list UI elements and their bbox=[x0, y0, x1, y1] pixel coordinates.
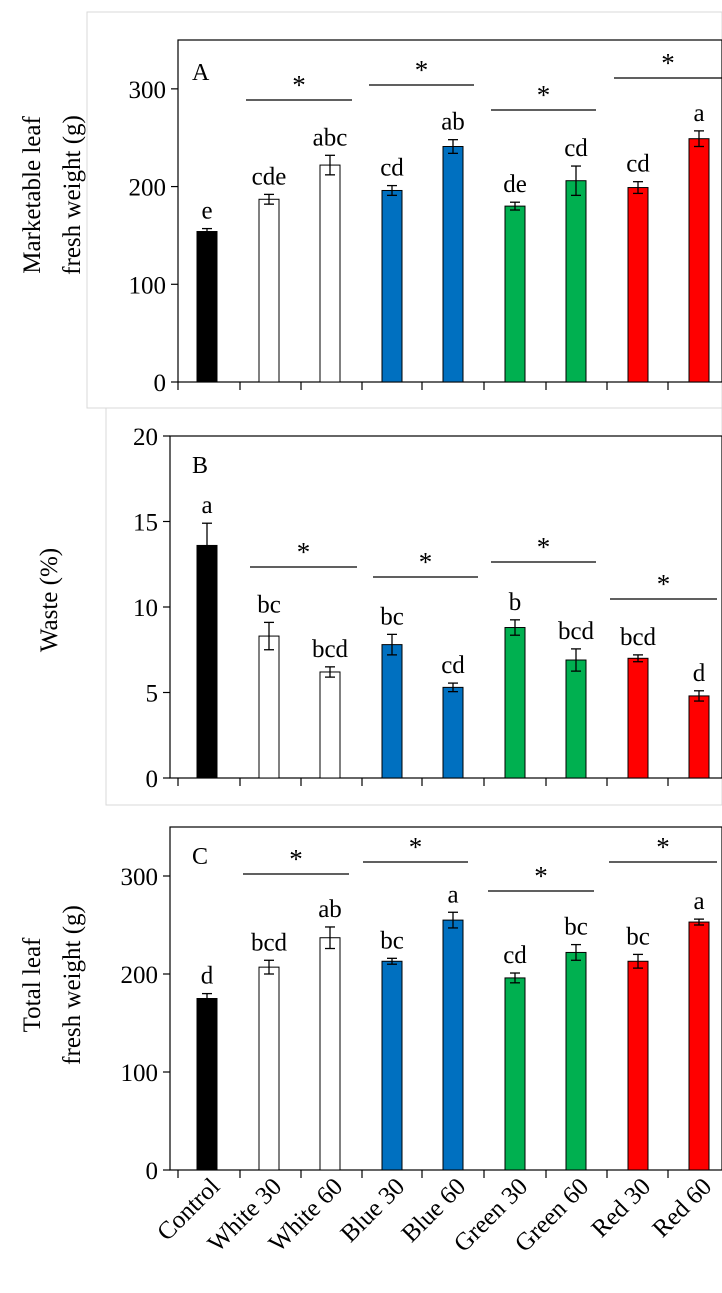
y-axis-label: Waste (%) bbox=[36, 548, 63, 652]
bar-control bbox=[196, 998, 218, 1171]
y-axis-label-line2: fresh weight (g) bbox=[59, 905, 86, 1065]
significance-letter: ab bbox=[441, 109, 465, 136]
y-tick-label: 10 bbox=[133, 595, 158, 622]
significance-star: * bbox=[415, 55, 429, 85]
significance-letter: cd bbox=[564, 135, 588, 162]
bar-white-30 bbox=[258, 966, 280, 1171]
significance-letter: bc bbox=[380, 927, 404, 954]
bar-green-60 bbox=[565, 180, 587, 383]
significance-star: * bbox=[289, 844, 303, 874]
significance-star: * bbox=[292, 70, 306, 100]
bar-blue-60 bbox=[442, 146, 464, 383]
significance-star: * bbox=[661, 48, 675, 78]
bar-red-60 bbox=[688, 921, 710, 1171]
significance-letter: ab bbox=[318, 896, 342, 923]
significance-letter: bcd bbox=[312, 636, 349, 663]
panel-letter: C bbox=[192, 844, 208, 870]
significance-letter: bc bbox=[626, 923, 650, 950]
significance-star: * bbox=[297, 537, 311, 567]
chart-panel-a: 0 100 200 300 Marketable leaf fresh weight (g… bbox=[19, 11, 722, 409]
bar-green-30 bbox=[504, 205, 526, 383]
y-tick-label: 100 bbox=[129, 272, 167, 299]
bar-white-30 bbox=[258, 635, 280, 779]
y-tick-label: 0 bbox=[146, 766, 159, 793]
bar-red-60 bbox=[688, 138, 710, 383]
y-tick-label: 5 bbox=[146, 681, 159, 708]
bar-white-60 bbox=[319, 164, 341, 383]
y-axis-label-line2: fresh weight (g) bbox=[59, 115, 86, 275]
significance-letter: e bbox=[201, 198, 212, 225]
bar-blue-60 bbox=[442, 686, 464, 779]
y-tick-label: 300 bbox=[121, 864, 159, 891]
y-tick-label: 200 bbox=[121, 962, 159, 989]
significance-letter: b bbox=[509, 589, 522, 616]
y-tick-label: 0 bbox=[154, 370, 167, 397]
bar-control bbox=[196, 544, 218, 779]
bar-green-30 bbox=[504, 977, 526, 1171]
significance-letter: cd bbox=[503, 942, 527, 969]
y-axis-label-line1: Total leaf bbox=[19, 937, 46, 1032]
chart-panel-c: 0 100 200 300 Total leaf fresh weight (g) Cd bc… bbox=[19, 826, 722, 1185]
significance-letter: cde bbox=[252, 163, 287, 190]
y-tick-label: 300 bbox=[129, 77, 167, 104]
bar-white-30 bbox=[258, 198, 280, 383]
significance-letter: bc bbox=[380, 603, 404, 630]
bar-red-60 bbox=[688, 695, 710, 779]
significance-letter: a bbox=[447, 881, 458, 908]
bar-red-30 bbox=[627, 187, 649, 383]
bar-green-30 bbox=[504, 627, 526, 779]
panel-outline bbox=[105, 407, 722, 806]
significance-letter: d bbox=[201, 963, 214, 990]
bar-blue-30 bbox=[381, 960, 403, 1171]
bar-green-60 bbox=[565, 951, 587, 1171]
x-tick-label: Blue 30 bbox=[336, 1173, 411, 1248]
x-tick-label: Red 30 bbox=[587, 1173, 657, 1243]
bar-red-30 bbox=[627, 657, 649, 779]
significance-letter: cd bbox=[380, 155, 404, 182]
y-tick-label: 100 bbox=[121, 1060, 159, 1087]
significance-star: * bbox=[537, 80, 551, 110]
significance-letter: bcd bbox=[558, 618, 595, 645]
significance-star: * bbox=[537, 532, 551, 562]
bar-white-60 bbox=[319, 937, 341, 1171]
significance-letter: cd bbox=[441, 652, 465, 679]
y-axis-label-line1: Marketable leaf bbox=[19, 116, 46, 274]
significance-letter: d bbox=[693, 660, 706, 687]
significance-star: * bbox=[419, 547, 433, 577]
bar-blue-30 bbox=[381, 189, 403, 383]
significance-star: * bbox=[409, 832, 423, 862]
bar-blue-60 bbox=[442, 919, 464, 1171]
panel-letter: B bbox=[192, 453, 208, 479]
y-tick-label: 20 bbox=[133, 424, 158, 451]
significance-star: * bbox=[534, 861, 548, 891]
bar-red-30 bbox=[627, 960, 649, 1171]
significance-letter: bc bbox=[257, 591, 281, 618]
significance-letter: bc bbox=[564, 914, 588, 941]
y-tick-label: 0 bbox=[146, 1158, 159, 1185]
y-tick-label: 15 bbox=[133, 510, 158, 537]
significance-star: * bbox=[657, 569, 671, 599]
significance-letter: a bbox=[693, 100, 704, 127]
significance-letter: bcd bbox=[620, 624, 657, 651]
significance-letter: de bbox=[503, 171, 527, 198]
bar-blue-30 bbox=[381, 644, 403, 779]
bar-green-60 bbox=[565, 659, 587, 779]
significance-letter: a bbox=[693, 888, 704, 915]
significance-letter: cd bbox=[626, 151, 650, 178]
bar-white-60 bbox=[319, 671, 341, 779]
bar-control bbox=[196, 231, 218, 383]
significance-letter: a bbox=[201, 492, 212, 519]
significance-letter: bcd bbox=[251, 929, 288, 956]
significance-letter: abc bbox=[313, 124, 348, 151]
significance-star: * bbox=[656, 832, 670, 862]
panel-letter: A bbox=[192, 60, 210, 86]
y-tick-label: 200 bbox=[129, 175, 167, 202]
x-tick-label: Red 60 bbox=[648, 1173, 718, 1243]
